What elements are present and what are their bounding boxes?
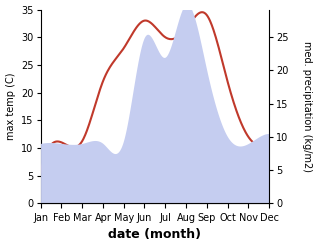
X-axis label: date (month): date (month) <box>108 228 201 242</box>
Y-axis label: max temp (C): max temp (C) <box>5 73 16 140</box>
Y-axis label: med. precipitation (kg/m2): med. precipitation (kg/m2) <box>302 41 313 172</box>
